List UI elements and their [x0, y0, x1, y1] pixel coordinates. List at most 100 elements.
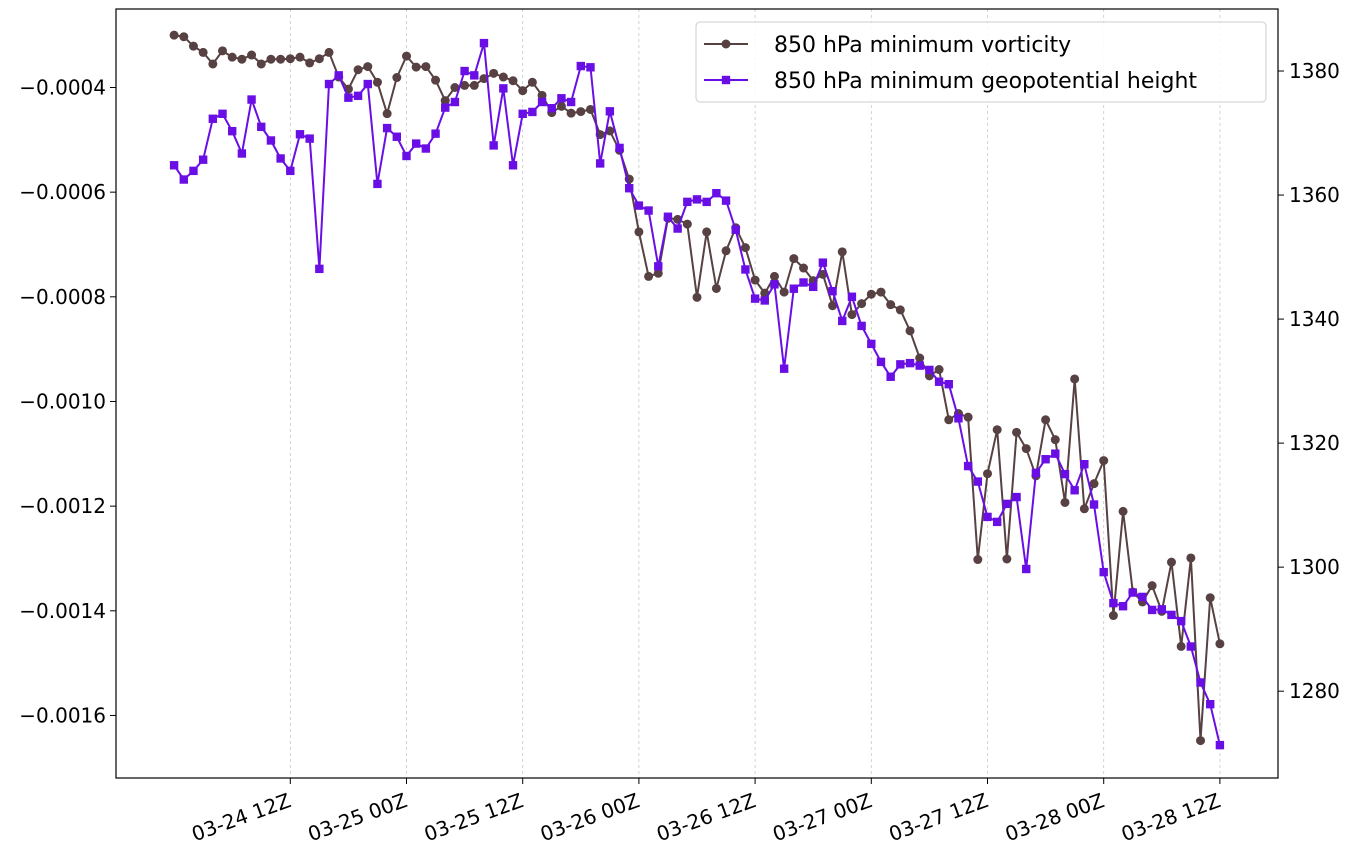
- data-point: [440, 96, 450, 106]
- data-point: [1021, 444, 1031, 454]
- data-point: [886, 372, 895, 381]
- data-point: [799, 263, 809, 273]
- y-left-tick-label: −0.0008: [19, 285, 106, 309]
- data-point: [983, 512, 992, 522]
- data-point: [266, 136, 276, 145]
- data-point: [692, 195, 702, 204]
- data-point: [285, 54, 295, 64]
- data-point: [441, 103, 450, 112]
- data-point: [750, 275, 760, 285]
- data-point: [983, 469, 992, 479]
- data-point: [1099, 456, 1109, 466]
- data-point: [1080, 459, 1089, 469]
- data-point: [198, 155, 208, 164]
- data-point: [1002, 499, 1012, 509]
- data-point: [644, 271, 654, 281]
- data-point: [992, 517, 1002, 527]
- data-point: [431, 129, 440, 138]
- data-point: [963, 412, 973, 422]
- data-point: [702, 227, 712, 237]
- data-point: [750, 294, 760, 303]
- data-point: [837, 247, 847, 257]
- data-point: [431, 75, 441, 85]
- data-point: [479, 38, 489, 48]
- data-point: [1022, 564, 1031, 574]
- data-point: [1079, 504, 1089, 514]
- data-point: [895, 305, 905, 315]
- data-point: [1186, 642, 1196, 651]
- axis-ticks: 03-24 12Z 03-25 00Z 03-25 12Z 03-26 00Z 03-2…: [19, 59, 1340, 846]
- data-point: [498, 72, 508, 82]
- data-point: [838, 316, 847, 326]
- data-point: [324, 47, 334, 57]
- data-point: [1041, 455, 1050, 464]
- legend-box: [695, 21, 1267, 103]
- data-point: [760, 296, 769, 305]
- data-point: [489, 141, 498, 150]
- data-point: [557, 94, 566, 103]
- data-point: [915, 353, 925, 363]
- data-point: [1050, 435, 1060, 445]
- data-point: [740, 243, 750, 253]
- data-point: [1147, 581, 1157, 591]
- data-point: [605, 107, 615, 116]
- data-point: [363, 62, 373, 72]
- data-point: [237, 149, 247, 158]
- data-point: [634, 227, 644, 237]
- legend: 850 hPa minimum vorticity 850 hPa minimu…: [695, 21, 1267, 103]
- data-point: [392, 132, 402, 141]
- data-point: [954, 414, 963, 423]
- data-point: [1012, 427, 1022, 437]
- data-point: [179, 175, 188, 184]
- data-point: [208, 114, 218, 123]
- series-geopotential-height: [169, 38, 1225, 750]
- data-point: [518, 109, 527, 119]
- data-point: [508, 76, 518, 86]
- data-point: [702, 197, 711, 207]
- data-point: [1157, 605, 1166, 614]
- data-point: [305, 58, 315, 68]
- data-point: [1118, 602, 1128, 611]
- data-point: [1166, 557, 1176, 567]
- data-point: [1215, 639, 1225, 649]
- data-point: [905, 358, 915, 368]
- data-point: [1196, 736, 1206, 746]
- data-point: [683, 197, 692, 207]
- data-point: [556, 101, 566, 111]
- data-point: [286, 166, 295, 176]
- data-point: [1167, 610, 1176, 620]
- data-point: [963, 461, 973, 471]
- data-point: [866, 289, 876, 299]
- x-tick-label: 03-27 12Z: [886, 788, 992, 846]
- data-point: [1176, 641, 1186, 651]
- data-point: [1002, 554, 1012, 564]
- data-point: [799, 278, 808, 287]
- data-point: [1099, 567, 1108, 577]
- data-point: [1196, 678, 1205, 687]
- data-point: [1051, 449, 1060, 458]
- data-point: [576, 107, 586, 117]
- data-point: [1070, 374, 1080, 384]
- data-point: [218, 46, 228, 56]
- data-point: [847, 292, 857, 301]
- data-point: [179, 32, 189, 42]
- data-point: [857, 321, 866, 331]
- y-right-tick-label: 1380: [1289, 59, 1340, 83]
- data-point: [585, 104, 595, 114]
- data-point: [682, 219, 692, 229]
- series-line: [173, 34, 1221, 742]
- data-point: [809, 282, 818, 292]
- data-point: [315, 264, 324, 274]
- data-point: [992, 425, 1002, 435]
- x-tick-label: 03-25 00Z: [305, 788, 411, 846]
- data-point: [276, 54, 286, 64]
- data-point: [198, 47, 208, 57]
- data-point: [208, 59, 218, 69]
- data-point: [411, 62, 421, 72]
- data-point: [731, 225, 740, 234]
- data-point: [257, 122, 266, 132]
- data-point: [247, 50, 257, 60]
- data-point: [334, 71, 343, 80]
- data-point: [925, 365, 934, 375]
- data-point: [896, 360, 905, 369]
